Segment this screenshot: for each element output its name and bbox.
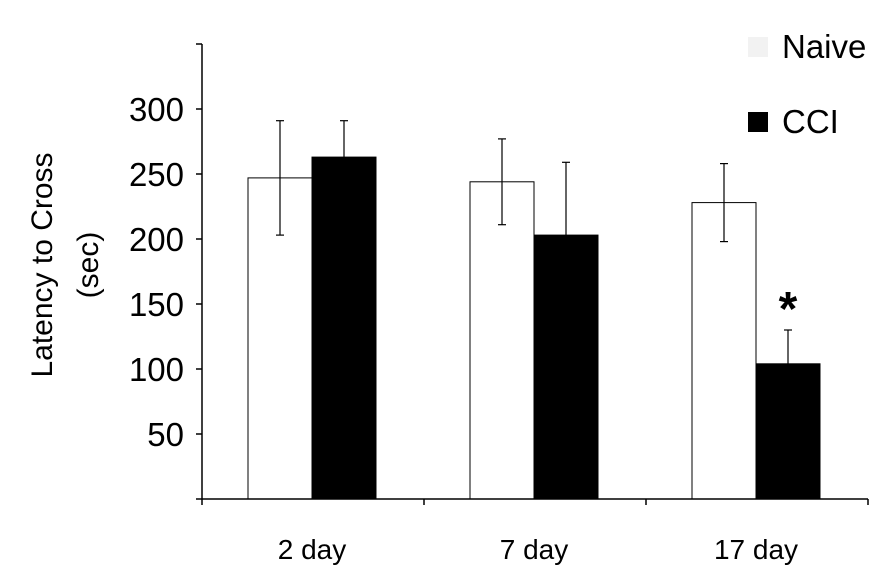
x-category-label-17-day: 17 day (714, 534, 798, 565)
y-tick-labels: 50 100 150 200 250 300 (129, 91, 184, 453)
y-tick-label-150: 150 (129, 286, 184, 323)
y-tick-label-250: 250 (129, 156, 184, 193)
legend: Naive CCI (748, 28, 866, 140)
bars-layer (247, 156, 821, 500)
y-axis-label-line-2: (sec) (72, 232, 105, 299)
x-category-labels: 2 day 7 day 17 day (278, 534, 798, 565)
significance-marker: * (779, 283, 798, 336)
error-bars-layer (276, 120, 792, 399)
legend-swatch-naive (748, 37, 768, 57)
axes-layer (196, 43, 869, 505)
legend-label-naive: Naive (782, 28, 866, 65)
y-tick-label-200: 200 (129, 221, 184, 258)
bar-naive-17-day (691, 202, 757, 500)
y-tick-label-300: 300 (129, 91, 184, 128)
x-category-label-2-day: 2 day (278, 534, 347, 565)
legend-swatch-cci (748, 112, 768, 132)
x-category-label-7-day: 7 day (500, 534, 569, 565)
y-tick-label-100: 100 (129, 351, 184, 388)
annotations-layer: * (779, 283, 798, 336)
y-tick-label-50: 50 (147, 416, 184, 453)
legend-label-cci: CCI (782, 103, 839, 140)
y-axis-label-line-1: Latency to Cross (26, 152, 59, 377)
bar-cci-2-day (311, 156, 377, 500)
bar-naive-7-day (469, 181, 535, 500)
